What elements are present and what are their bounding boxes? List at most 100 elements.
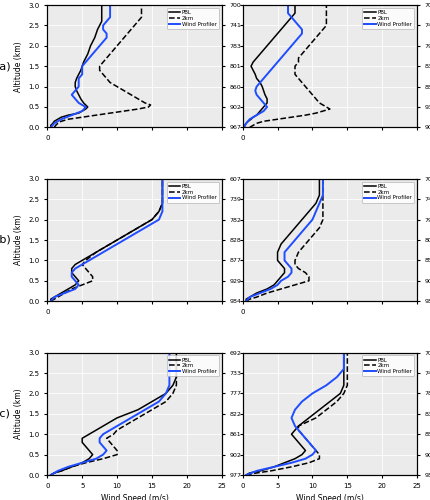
Wind Profiler — [94, 47, 99, 53]
2km — [317, 456, 322, 462]
2km — [345, 358, 350, 364]
PBL — [76, 92, 81, 98]
PBL — [275, 258, 280, 264]
Wind Profiler — [296, 22, 301, 28]
Wind Profiler — [160, 184, 165, 190]
Wind Profiler — [275, 282, 280, 288]
Wind Profiler — [279, 55, 284, 61]
2km — [279, 286, 284, 292]
Line: Wind Profiler: Wind Profiler — [51, 179, 163, 301]
PBL — [52, 470, 57, 476]
2km — [243, 472, 249, 478]
2km — [135, 96, 141, 102]
2km — [324, 406, 329, 412]
PBL — [174, 366, 179, 372]
2km — [292, 68, 298, 73]
2km — [114, 427, 120, 433]
PBL — [271, 282, 276, 288]
Wind Profiler — [264, 72, 270, 78]
PBL — [282, 460, 287, 466]
PBL — [258, 80, 263, 86]
Wind Profiler — [101, 22, 106, 28]
Wind Profiler — [264, 104, 270, 110]
PBL — [101, 423, 106, 429]
2km — [94, 249, 99, 255]
2km — [52, 470, 57, 476]
PBL — [246, 118, 251, 124]
2km — [80, 282, 85, 288]
2km — [320, 192, 326, 198]
Wind Profiler — [275, 59, 280, 65]
Wind Profiler — [48, 298, 53, 304]
PBL — [261, 104, 266, 110]
PBL — [73, 262, 78, 268]
PBL — [97, 22, 102, 28]
Y-axis label: Pressure (hPa): Pressure (hPa) — [245, 41, 251, 91]
2km — [310, 444, 315, 450]
PBL — [251, 68, 256, 73]
2km — [157, 208, 162, 214]
Wind Profiler — [69, 92, 74, 98]
2km — [69, 286, 74, 292]
Line: PBL: PBL — [51, 179, 163, 301]
Wind Profiler — [48, 124, 53, 130]
PBL — [114, 415, 120, 421]
2km — [292, 258, 298, 264]
PBL — [80, 258, 85, 264]
Wind Profiler — [286, 2, 291, 8]
2km — [324, 104, 329, 110]
Wind Profiler — [289, 415, 294, 421]
PBL — [74, 76, 79, 82]
2km — [341, 390, 347, 396]
PBL — [73, 274, 78, 280]
PBL — [174, 358, 179, 364]
2km — [90, 274, 95, 280]
2km — [111, 431, 116, 437]
2km — [101, 59, 106, 65]
Wind Profiler — [286, 47, 291, 53]
PBL — [163, 390, 169, 396]
Wind Profiler — [69, 274, 74, 280]
PBL — [282, 270, 287, 276]
2km — [345, 374, 350, 380]
PBL — [275, 249, 280, 255]
PBL — [271, 464, 276, 470]
2km — [53, 122, 58, 128]
2km — [80, 262, 85, 268]
2km — [160, 200, 165, 206]
PBL — [80, 440, 85, 446]
Wind Profiler — [254, 112, 259, 118]
2km — [174, 374, 179, 380]
PBL — [90, 38, 95, 44]
2km — [320, 208, 326, 214]
2km — [163, 398, 169, 404]
Wind Profiler — [258, 96, 263, 102]
Wind Profiler — [97, 440, 102, 446]
2km — [104, 436, 109, 442]
2km — [114, 448, 120, 454]
2km — [52, 296, 57, 302]
Wind Profiler — [303, 436, 308, 442]
2km — [121, 88, 126, 94]
Wind Profiler — [341, 366, 347, 372]
PBL — [92, 34, 97, 40]
Line: 2km: 2km — [246, 352, 347, 475]
PBL — [69, 270, 74, 276]
Wind Profiler — [299, 398, 304, 404]
Y-axis label: Pressure (hPa): Pressure (hPa) — [245, 215, 251, 265]
PBL — [251, 114, 256, 120]
2km — [320, 184, 326, 190]
2km — [261, 118, 266, 124]
2km — [306, 460, 311, 466]
Wind Profiler — [97, 43, 102, 49]
PBL — [48, 472, 53, 478]
Wind Profiler — [101, 249, 106, 255]
2km — [243, 298, 249, 304]
Wind Profiler — [80, 68, 85, 73]
Wind Profiler — [73, 96, 78, 102]
PBL — [243, 298, 249, 304]
2km — [317, 100, 322, 106]
PBL — [52, 294, 57, 300]
PBL — [157, 208, 162, 214]
PBL — [306, 415, 311, 421]
